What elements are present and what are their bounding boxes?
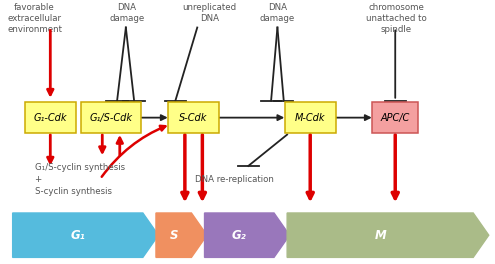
Text: DNA re-replication: DNA re-replication xyxy=(195,175,274,184)
FancyBboxPatch shape xyxy=(168,102,219,133)
FancyBboxPatch shape xyxy=(25,102,76,133)
Text: G₁-Cdk: G₁-Cdk xyxy=(34,113,67,123)
Polygon shape xyxy=(156,213,207,257)
Polygon shape xyxy=(204,213,290,257)
Text: chromosome
unattached to
spindle: chromosome unattached to spindle xyxy=(366,3,427,34)
Text: G₁/S-Cdk: G₁/S-Cdk xyxy=(90,113,133,123)
Text: DNA
damage: DNA damage xyxy=(260,3,295,23)
FancyBboxPatch shape xyxy=(372,102,418,133)
Text: S: S xyxy=(169,229,178,242)
Text: favorable
extracellular
environment: favorable extracellular environment xyxy=(7,3,62,34)
Text: G₁/S-cyclin synthesis
+
S-cyclin synthesis: G₁/S-cyclin synthesis + S-cyclin synthes… xyxy=(35,163,125,196)
Text: APC/C: APC/C xyxy=(381,113,410,123)
Text: DNA
damage: DNA damage xyxy=(109,3,145,23)
Text: M-Cdk: M-Cdk xyxy=(295,113,326,123)
Text: G₂: G₂ xyxy=(232,229,247,242)
Text: M: M xyxy=(374,229,386,242)
Text: S-Cdk: S-Cdk xyxy=(179,113,208,123)
Polygon shape xyxy=(287,213,489,257)
FancyBboxPatch shape xyxy=(81,102,142,133)
Text: G₁: G₁ xyxy=(70,229,85,242)
Polygon shape xyxy=(13,213,158,257)
FancyBboxPatch shape xyxy=(285,102,336,133)
Text: unreplicated
DNA: unreplicated DNA xyxy=(182,3,237,23)
